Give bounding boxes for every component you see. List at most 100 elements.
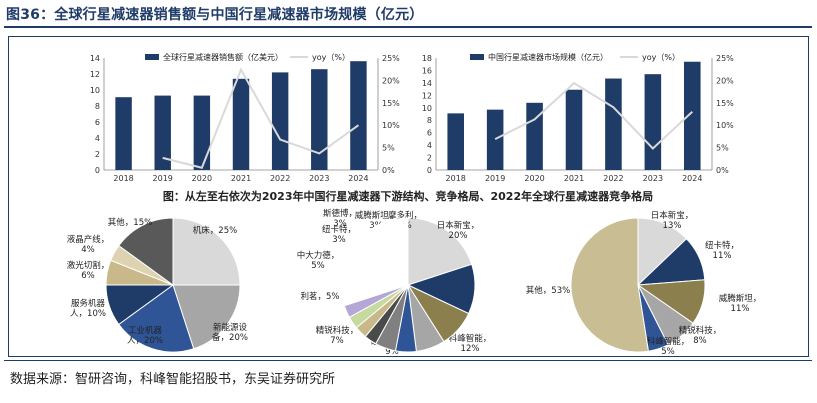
bar	[486, 109, 504, 170]
pie-label: 日本新宝，	[651, 210, 694, 221]
pie-label: 9%	[385, 347, 399, 357]
x-tick-label: 2024	[348, 174, 368, 183]
y-tick-right: 20%	[716, 76, 734, 85]
y-tick-left: 4	[427, 141, 432, 150]
pie-slice	[118, 284, 195, 353]
legend-label: yoy（%）	[312, 53, 350, 62]
y-tick-left: 14	[90, 54, 100, 63]
y-tick-right: 0%	[716, 166, 729, 175]
y-tick-left: 14	[422, 79, 432, 88]
x-tick-label: 2024	[682, 174, 702, 183]
bar	[350, 61, 367, 171]
pie-label: 6%	[81, 271, 95, 281]
bar	[447, 113, 464, 170]
bar	[526, 102, 543, 170]
y-tick-left: 6	[95, 118, 100, 127]
pie-label: 3%	[332, 235, 346, 245]
y-tick-left: 10	[90, 86, 100, 95]
pie-label: 13%	[663, 221, 682, 231]
legend-label: 中国行星减速器市场规模（亿元）	[488, 52, 608, 62]
pie-label: 5%	[311, 261, 325, 271]
x-tick-label: 2022	[270, 174, 290, 183]
source-note: 数据来源：智研咨询，科峰智能招股书，东吴证券研究所	[10, 372, 336, 387]
x-tick-label: 2020	[192, 174, 212, 183]
pie-label: 威腾斯坦，	[719, 293, 762, 304]
pie-subtitle: 图：从左至右依次为2023年中国行星减速器下游结构、竞争格局、2022年全球行星…	[163, 189, 653, 203]
y-tick-right: 15%	[716, 99, 734, 108]
x-tick-label: 2019	[153, 174, 173, 183]
pie-label: 机床，25%	[193, 225, 237, 236]
pie-label: 中大力德，	[297, 250, 340, 261]
pie-label: 服务机器	[71, 298, 106, 309]
yoy-line	[162, 67, 360, 169]
y-tick-left: 0	[95, 166, 100, 175]
pie-label: 11%	[713, 251, 732, 261]
pie-label: 日本新宝，	[437, 220, 480, 231]
legend-swatch-bar	[470, 54, 484, 60]
y-tick-left: 10	[422, 104, 432, 113]
pie-label: 4%	[81, 245, 95, 255]
x-tick-label: 2022	[603, 174, 623, 183]
y-tick-right: 15%	[382, 99, 400, 108]
y-tick-right: 0%	[382, 166, 395, 175]
pie-label: 纽卡特，	[322, 224, 356, 235]
page-title: 图36：全球行星减速器销售额与中国行星减速器市场规模（亿元）	[6, 7, 424, 23]
bar	[232, 78, 250, 170]
pie-slice	[172, 217, 241, 286]
x-tick-label: 2020	[524, 174, 544, 183]
y-tick-left: 6	[427, 129, 432, 138]
bar	[565, 89, 583, 170]
pie-label: 纽卡特，	[705, 240, 739, 251]
pie-label: 利茗，5%	[301, 291, 340, 302]
y-tick-right: 20%	[382, 76, 400, 85]
y-tick-right: 10%	[382, 121, 400, 130]
figure-frame	[8, 36, 809, 357]
pie-label: 摩多利，	[388, 210, 422, 221]
legend-swatch-bar	[145, 54, 159, 60]
pie-label: 斯德博，	[323, 208, 357, 219]
pie-label: 20%	[449, 231, 468, 241]
bar	[115, 97, 132, 170]
pie-label: 5%	[661, 347, 675, 357]
bar	[684, 61, 701, 170]
x-tick-label: 2021	[231, 174, 251, 183]
pie-label: 工业机器	[128, 325, 163, 336]
x-tick-label: 2018	[446, 174, 466, 183]
y-tick-left: 4	[95, 134, 100, 143]
x-tick-label: 2019	[485, 174, 505, 183]
pie-label: 其他，53%	[526, 285, 570, 296]
y-tick-left: 8	[95, 102, 100, 111]
bar	[193, 95, 211, 170]
y-tick-left: 0	[427, 166, 432, 175]
pie-slice	[172, 284, 241, 350]
y-tick-right: 5%	[382, 144, 395, 153]
bar	[154, 95, 171, 170]
y-tick-left: 8	[427, 116, 432, 125]
y-tick-right: 25%	[382, 54, 400, 63]
pie-label: 精锐科技，	[679, 325, 722, 336]
pie-label: 科峰智能，	[647, 336, 690, 347]
pie-label: 12%	[461, 344, 480, 354]
x-tick-label: 2018	[113, 174, 133, 183]
bar	[605, 78, 622, 170]
chart-canvas: 图：从左至右依次为2023年中国行星减速器下游结构、竞争格局、2022年全球行星…	[67, 52, 762, 357]
pie-label: 7%	[330, 336, 344, 346]
pie-label: 其他，15%	[108, 217, 152, 228]
bar	[644, 74, 662, 170]
title-rule	[4, 26, 812, 28]
pie-label: 8%	[693, 336, 707, 346]
pie-label: 人，10%	[70, 309, 106, 319]
y-tick-left: 2	[427, 154, 432, 163]
yoy-line	[494, 81, 693, 150]
legend-label: yoy（%）	[642, 53, 680, 62]
y-tick-left: 12	[90, 70, 100, 79]
bar	[311, 69, 328, 170]
x-tick-label: 2023	[309, 174, 329, 183]
pie-slice	[570, 217, 649, 353]
pie-label: 3%	[333, 219, 347, 229]
y-tick-left: 12	[422, 91, 432, 100]
bar	[271, 72, 289, 170]
y-tick-right: 5%	[716, 144, 729, 153]
x-tick-label: 2021	[564, 174, 584, 183]
pie-slice	[407, 217, 473, 286]
